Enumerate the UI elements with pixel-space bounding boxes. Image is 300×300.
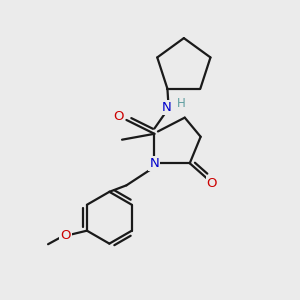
Text: N: N (149, 157, 159, 170)
Text: H: H (177, 97, 186, 110)
Text: O: O (61, 230, 71, 242)
Text: N: N (161, 101, 171, 114)
Text: O: O (113, 110, 124, 123)
Text: O: O (207, 177, 217, 190)
